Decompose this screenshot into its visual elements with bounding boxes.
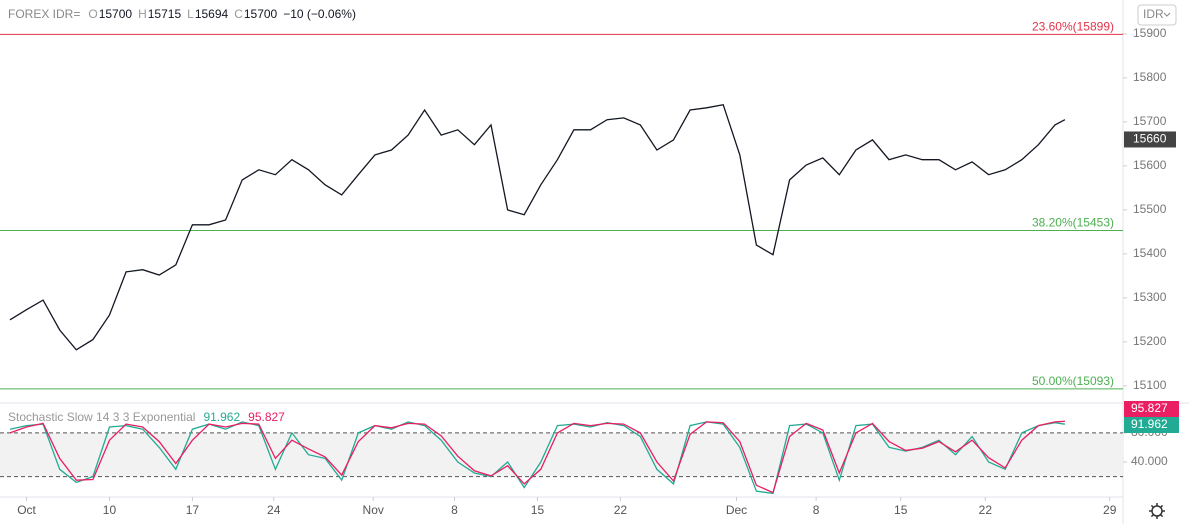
x-tick-label: 8 xyxy=(451,503,458,517)
y-tick-label: 15400 xyxy=(1133,246,1167,260)
value-badge-label: 91.962 xyxy=(1131,417,1168,431)
header-text: −10 (−0.06%) xyxy=(283,7,356,21)
currency-dropdown[interactable]: IDR xyxy=(1137,4,1177,26)
x-tick-label: 22 xyxy=(614,503,628,517)
y-tick-label: 15800 xyxy=(1133,70,1167,84)
header-text: 15700 xyxy=(99,7,133,21)
x-tick-label: Nov xyxy=(363,503,384,517)
fib-label: 50.00%(15093) xyxy=(1032,374,1114,388)
price-badge-label: 15660 xyxy=(1133,132,1167,146)
y-tick-label: 15900 xyxy=(1133,26,1167,40)
x-tick-label: Dec xyxy=(726,503,747,517)
dropdown-label[interactable]: IDR xyxy=(1143,7,1164,21)
series-line xyxy=(9,421,1065,495)
header-text: 15694 xyxy=(195,7,229,21)
y-tick-label: 40.000 xyxy=(1131,454,1168,468)
fib-label: 38.20%(15453) xyxy=(1032,216,1114,230)
fib-label: 23.60%(15899) xyxy=(1032,19,1114,33)
x-tick-label: 22 xyxy=(979,503,993,517)
header-text: 15700 xyxy=(244,7,278,21)
x-tick-label: 29 xyxy=(1103,503,1117,517)
value-badge xyxy=(1124,401,1179,417)
value-badge xyxy=(1124,417,1179,433)
series-line xyxy=(9,103,1066,351)
x-tick-label: 24 xyxy=(267,503,281,517)
header-text: FOREX IDR= xyxy=(8,7,80,21)
x-tick-label: 15 xyxy=(531,503,545,517)
x-tick-label: 8 xyxy=(813,503,820,517)
series-line xyxy=(9,420,1065,494)
y-tick-label: 15300 xyxy=(1133,290,1167,304)
legend-value: 91.962 xyxy=(203,410,240,424)
dropdown-chevron[interactable] xyxy=(1163,12,1171,17)
indicator-title: Stochastic Slow 14 3 3 Exponential xyxy=(8,410,195,424)
y-tick-label: 15700 xyxy=(1133,114,1167,128)
y-tick-label: 15500 xyxy=(1133,202,1167,216)
x-tick-label: 10 xyxy=(103,503,117,517)
price-badge xyxy=(1124,131,1176,148)
gear-teeth[interactable] xyxy=(1149,503,1165,519)
y-tick-label: 15100 xyxy=(1133,378,1167,392)
x-tick-label: 15 xyxy=(894,503,908,517)
settings-button[interactable] xyxy=(1149,503,1165,519)
dropdown-box[interactable] xyxy=(1137,4,1177,26)
header-text: C xyxy=(234,7,243,21)
legend-value: 95.827 xyxy=(248,410,285,424)
header: FOREX IDR= O 15700 H 15715 L 15694 C 15700 −10 (−… xyxy=(8,7,356,21)
header-text: L xyxy=(187,7,194,21)
value-badge-label: 95.827 xyxy=(1131,401,1168,415)
header-text: 15715 xyxy=(148,7,182,21)
header-text: H xyxy=(138,7,147,21)
x-tick-label: Oct xyxy=(17,503,36,517)
y-tick-label: 15200 xyxy=(1133,334,1167,348)
y-tick-label: 15600 xyxy=(1133,158,1167,172)
header-text: O xyxy=(88,7,97,21)
x-tick-label: 17 xyxy=(186,503,200,517)
